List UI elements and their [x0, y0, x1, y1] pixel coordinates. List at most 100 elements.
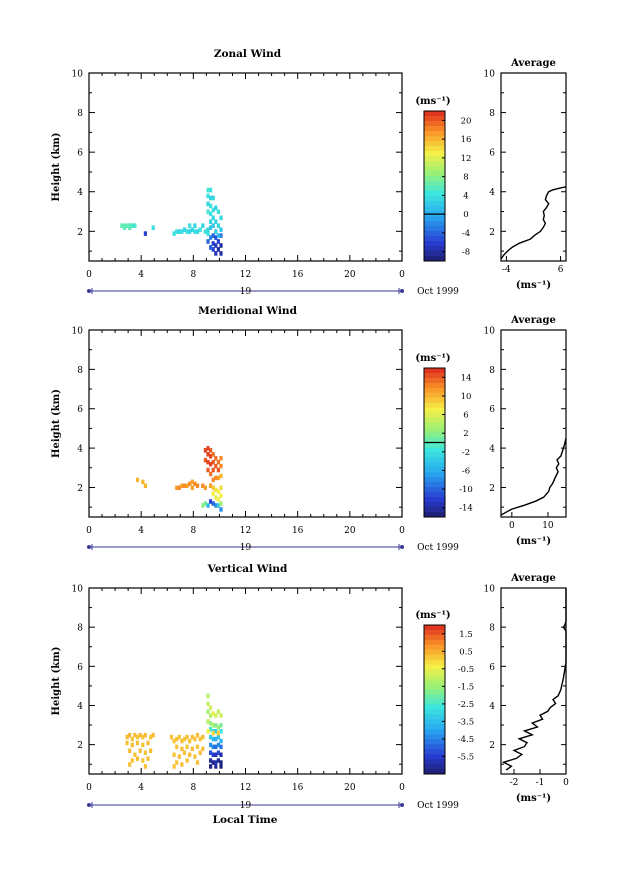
data-cell: [201, 483, 205, 488]
colorbar-segment: [424, 201, 445, 207]
data-cell: [209, 734, 213, 740]
data-cell: [180, 738, 184, 744]
x-tick-label: 0: [86, 270, 92, 280]
data-cell: [149, 748, 153, 753]
data-cell: [219, 507, 223, 512]
data-cell: [211, 207, 215, 213]
data-cell: [214, 205, 218, 211]
panel-title: Zonal Wind: [214, 48, 282, 60]
colorbar-segment: [424, 704, 445, 710]
colorbar-tick-label: 20: [461, 116, 472, 126]
colorbar-segment: [424, 709, 445, 715]
data-cell: [182, 750, 187, 755]
data-cell: [195, 760, 200, 765]
data-cell: [214, 723, 218, 728]
data-cell: [141, 479, 145, 485]
average-x-tick-label: 6: [558, 265, 564, 275]
data-cell: [135, 756, 140, 761]
colorbar-segment: [424, 226, 445, 232]
average-x-tick-label: -2: [510, 778, 519, 788]
colorbar-tick-label: -4.5: [458, 735, 474, 745]
data-cell: [149, 734, 153, 740]
colorbar-segment: [424, 512, 445, 518]
colorbar-tick-label: 12: [461, 154, 472, 164]
data-cell: [214, 219, 218, 224]
data-cell: [211, 501, 215, 506]
data-cell: [216, 503, 220, 508]
data-cell: [128, 732, 132, 738]
data-cell: [219, 760, 223, 765]
data-cell: [180, 229, 184, 234]
data-cell: [216, 725, 220, 730]
data-cell: [206, 709, 210, 714]
colorbar-segment: [424, 487, 445, 493]
data-cell: [211, 491, 215, 496]
data-cell: [219, 473, 223, 479]
data-cell: [219, 501, 223, 506]
colorbar-segment: [424, 417, 445, 424]
data-cell: [216, 489, 220, 494]
data-cell: [206, 231, 210, 236]
colorbar-tick-label: 10: [461, 392, 472, 402]
data-cell: [214, 243, 218, 248]
data-cell: [188, 229, 192, 234]
colorbar-segment: [424, 141, 445, 147]
x-tick-label: 4: [138, 270, 144, 280]
colorbar-segment: [424, 377, 445, 384]
data-cell: [172, 752, 176, 757]
month-label: Oct 1999: [417, 287, 459, 297]
colorbar-segment: [424, 452, 445, 458]
data-cell: [188, 481, 192, 487]
data-cell: [193, 736, 197, 742]
data-cell: [125, 223, 129, 228]
data-cell: [209, 758, 213, 763]
colorbar-segment: [424, 462, 445, 468]
data-cell: [175, 736, 179, 742]
data-cell: [195, 483, 200, 488]
data-cell: [128, 748, 132, 753]
data-cell: [211, 744, 215, 750]
average-y-tick-label: 4: [489, 445, 495, 455]
data-cell: [193, 754, 197, 759]
y-tick-label: 8: [77, 624, 83, 634]
average-y-tick-label: 8: [489, 366, 495, 376]
data-cell: [206, 193, 210, 199]
data-cell: [133, 732, 137, 738]
data-cell: [219, 227, 223, 232]
data-cell: [206, 446, 210, 451]
data-cell: [198, 750, 202, 755]
y-tick-label: 10: [72, 327, 84, 337]
average-x-tick-label: -1: [536, 778, 545, 788]
colorbar-tick-label: 16: [461, 135, 472, 145]
data-cell: [216, 750, 220, 755]
data-cell: [206, 459, 210, 465]
data-cell: [209, 235, 213, 240]
panel-title: Meridional Wind: [198, 305, 297, 317]
panel-title: Vertical Wind: [207, 563, 288, 575]
average-y-tick-label: 10: [484, 70, 496, 80]
average-y-tick-label: 4: [489, 188, 495, 198]
data-cell: [206, 729, 210, 734]
data-cell: [206, 209, 210, 215]
colorbar-segment: [424, 156, 445, 162]
data-cell: [146, 756, 150, 761]
x-tick-label: 16: [292, 783, 304, 793]
data-cell: [175, 760, 179, 765]
x-tick-label: 8: [190, 270, 196, 280]
data-cell: [138, 732, 142, 738]
colorbar-tick-label: 0: [463, 210, 468, 220]
colorbar-segment: [424, 664, 445, 671]
colorbar-segment: [424, 502, 445, 508]
colorbar-unit: (ms⁻¹): [415, 353, 450, 364]
data-cell: [143, 750, 147, 755]
colorbar-segment: [424, 507, 445, 513]
data-cell: [216, 734, 220, 740]
data-cell: [130, 758, 134, 763]
data-cell: [182, 483, 187, 488]
data-cell: [214, 713, 218, 718]
data-cell: [209, 705, 213, 710]
data-cell: [206, 693, 210, 699]
colorbar-segment: [424, 447, 445, 453]
colorbar-segment: [424, 764, 445, 770]
average-frame: [500, 72, 567, 262]
